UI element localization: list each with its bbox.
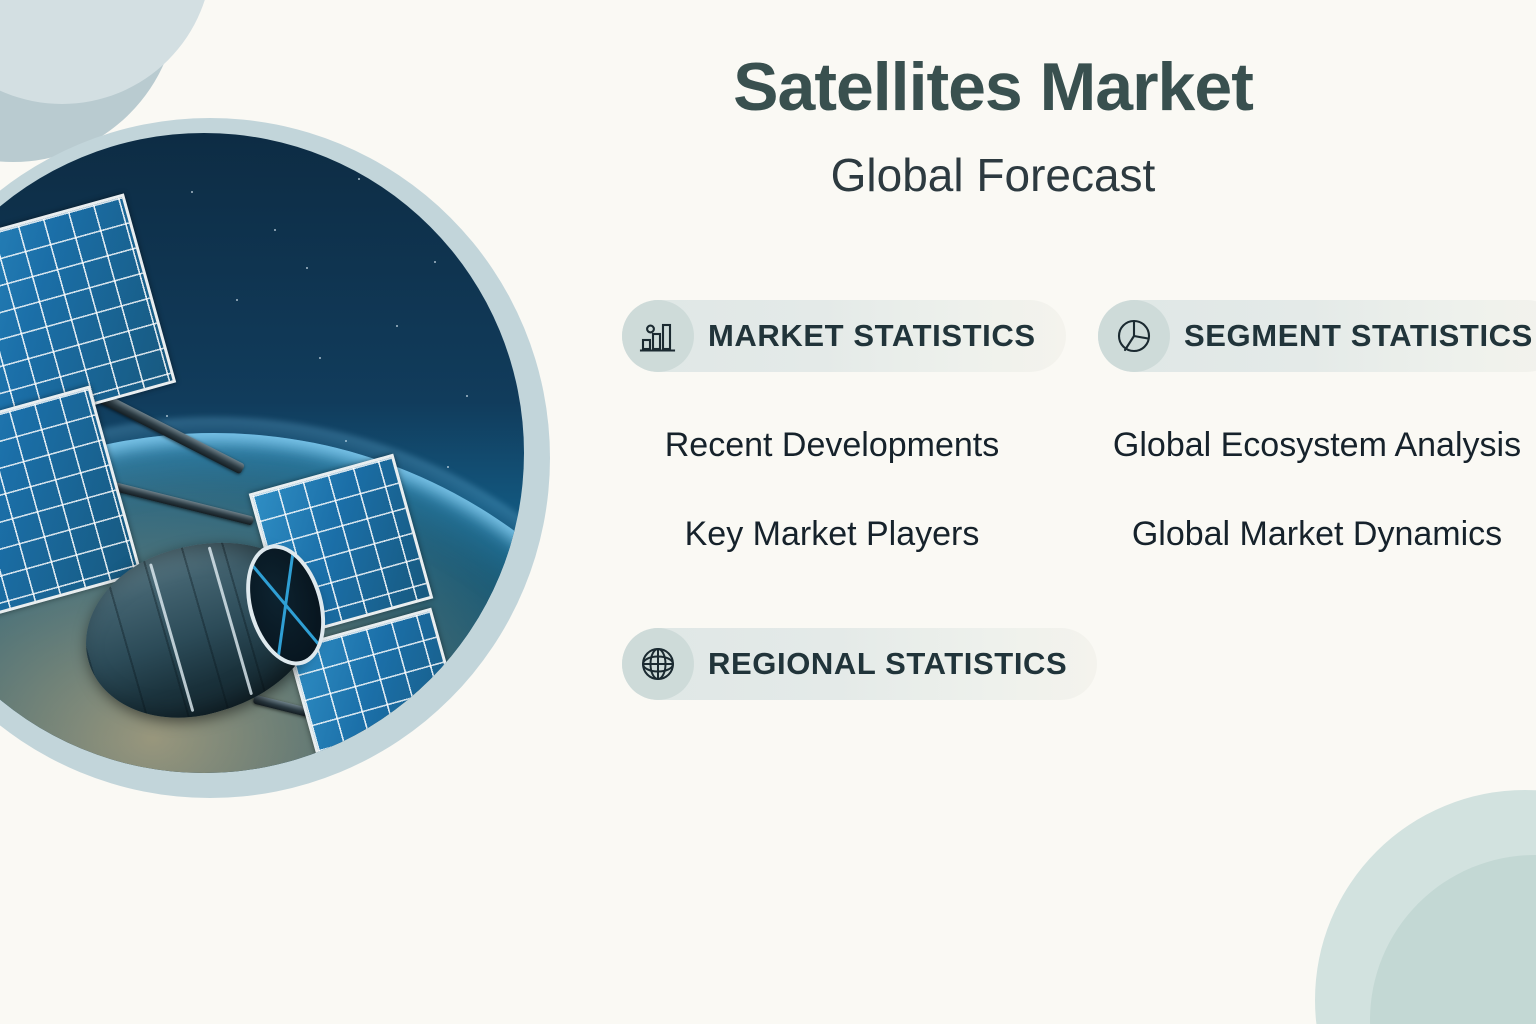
pie-chart-icon <box>1098 300 1170 372</box>
list-item[interactable]: Global Ecosystem Analysis <box>1112 426 1522 464</box>
badge-label: SEGMENT STATISTICS <box>1184 318 1533 353</box>
badge-label: MARKET STATISTICS <box>708 318 1036 353</box>
list-segment-statistics: Global Ecosystem Analysis Global Market … <box>1098 426 1536 554</box>
page-title: Satellites Market <box>733 49 1254 125</box>
satellite-body-assembly <box>0 133 524 773</box>
list-item[interactable]: Recent Developments <box>664 426 1000 464</box>
list-market-statistics: Recent Developments Key Market Players <box>622 426 1042 554</box>
badge-segment-statistics[interactable]: SEGMENT STATISTICS <box>1098 300 1536 372</box>
badge-regional-statistics[interactable]: REGIONAL STATISTICS <box>622 628 1098 700</box>
page-subtitle: Global Forecast <box>830 149 1156 201</box>
content-column: Satellites Market Global Forecast MARKET… <box>560 0 1536 1024</box>
globe-icon <box>622 628 694 700</box>
decorative-circle-top-left-light <box>0 0 212 104</box>
list-item[interactable]: Global Market Dynamics <box>1131 515 1503 553</box>
bar-chart-icon <box>622 300 694 372</box>
badge-label: REGIONAL STATISTICS <box>708 646 1068 681</box>
list-item[interactable]: Key Market Players <box>684 515 980 553</box>
satellite-illustration <box>0 133 524 773</box>
badge-market-statistics[interactable]: MARKET STATISTICS <box>622 300 1066 372</box>
